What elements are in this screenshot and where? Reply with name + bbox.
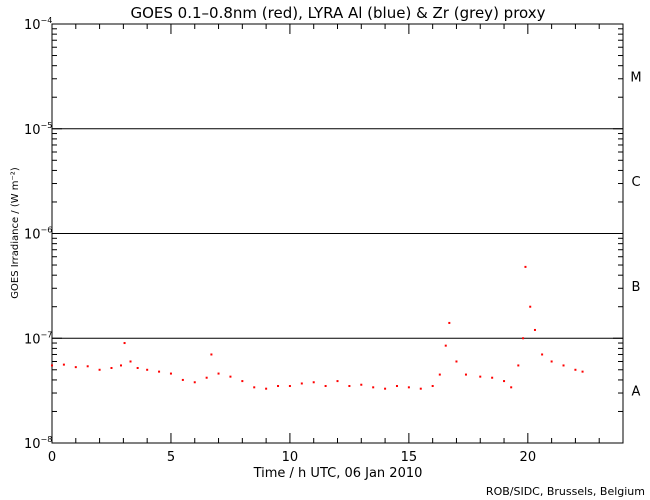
y-tick-label: 10−5 — [24, 121, 52, 138]
credit-text: ROB/SIDC, Brussels, Belgium — [486, 485, 645, 498]
data-point — [217, 372, 220, 375]
data-point — [550, 360, 553, 363]
data-point — [241, 380, 244, 383]
data-point — [533, 328, 536, 331]
data-point — [312, 381, 315, 384]
data-point — [529, 305, 532, 308]
data-point — [395, 385, 398, 388]
data-point — [574, 368, 577, 371]
data-point — [517, 364, 520, 367]
data-point — [74, 366, 77, 369]
data-point — [136, 366, 139, 369]
flare-class-labels: A B C M — [630, 70, 641, 399]
x-tick-label: 5 — [167, 450, 175, 465]
x-tick-label: 20 — [520, 450, 537, 465]
flare-class-label: M — [630, 70, 641, 85]
data-point — [129, 360, 132, 363]
data-point — [300, 382, 303, 385]
data-point — [110, 366, 113, 369]
data-point — [541, 353, 544, 356]
data-point — [438, 373, 441, 376]
x-axis-label: Time / h UTC, 06 Jan 2010 — [253, 466, 423, 481]
x-tick-label: 15 — [401, 450, 418, 465]
data-point — [562, 364, 565, 367]
data-point — [448, 321, 451, 324]
data-point — [169, 372, 172, 375]
data-point — [62, 363, 65, 366]
data-point — [146, 368, 149, 371]
data-point — [98, 368, 101, 371]
chart-title: GOES 0.1–0.8nm (red), LYRA Al (blue) & Z… — [130, 4, 545, 22]
data-point — [265, 387, 268, 390]
flare-class-lines — [52, 128, 623, 339]
data-point — [372, 386, 375, 389]
data-point — [86, 365, 89, 368]
data-point — [336, 380, 339, 383]
data-point — [419, 387, 422, 390]
x-axis-ticks: 0 5 10 15 20 — [48, 24, 600, 465]
y-tick-label: 10−8 — [24, 435, 52, 452]
data-point — [384, 387, 387, 390]
flare-class-label: C — [631, 175, 640, 190]
data-point — [407, 386, 410, 389]
data-point — [277, 385, 280, 388]
y-tick-label: 10−7 — [24, 330, 52, 347]
data-point — [522, 337, 525, 340]
flare-class-label: A — [632, 385, 641, 400]
data-point — [348, 385, 351, 388]
data-point — [491, 376, 494, 379]
data-point — [455, 360, 458, 363]
data-point — [119, 364, 122, 367]
data-point — [324, 385, 327, 388]
data-point — [360, 383, 363, 386]
data-point — [158, 370, 161, 373]
x-tick-label: 0 — [48, 450, 56, 465]
data-point — [524, 265, 527, 268]
y-axis-label: GOES Irradiance / (W m⁻²) — [10, 167, 21, 299]
data-point — [205, 376, 208, 379]
data-point — [181, 378, 184, 381]
data-point — [210, 353, 213, 356]
data-point — [479, 375, 482, 378]
data-point — [464, 373, 467, 376]
data-point — [288, 385, 291, 388]
goes-data-points — [51, 265, 584, 390]
data-point — [444, 344, 447, 347]
data-point — [123, 342, 126, 345]
data-point — [51, 364, 53, 367]
data-point — [503, 380, 506, 383]
x-tick-label: 10 — [282, 450, 299, 465]
data-point — [510, 386, 513, 389]
data-point — [253, 386, 256, 389]
data-point — [581, 370, 584, 373]
y-axis-ticks: 10−8 10−7 10−6 10−5 10−4 — [24, 16, 623, 452]
y-tick-label: 10−4 — [24, 16, 52, 33]
data-point — [229, 375, 232, 378]
data-point — [193, 381, 196, 384]
data-point — [431, 385, 434, 388]
flare-class-label: B — [632, 280, 641, 295]
y-tick-label: 10−6 — [24, 226, 52, 243]
